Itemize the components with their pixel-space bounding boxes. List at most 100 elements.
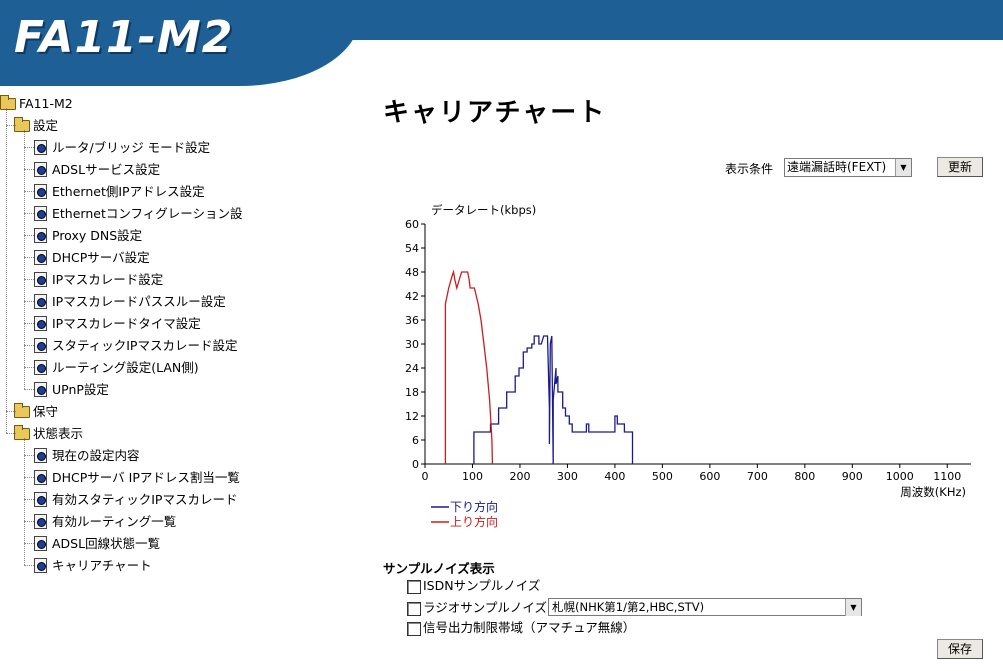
carrier-chart: データレート(kbps) 周波数(KHz) 0 6 12 18 24 30 36 42 48 54 60… (405, 203, 971, 529)
page-icon (34, 492, 47, 507)
tree-group-0[interactable]: 設定 (14, 114, 58, 136)
sidebar-item-label: IPマスカレードパススルー設定 (52, 293, 226, 309)
tree-connector (24, 130, 25, 389)
x-tick-label: 1000 (886, 470, 914, 483)
logo-banner (0, 0, 360, 86)
dropdown-arrow-icon[interactable]: ▼ (845, 599, 861, 616)
tree-connector (24, 438, 25, 565)
y-tick-label: 0 (412, 458, 419, 471)
tree-connector (6, 433, 16, 434)
tree-connector (24, 147, 34, 148)
x-tick-label: 300 (557, 470, 578, 483)
x-tick-label: 100 (462, 470, 483, 483)
sidebar-tree: FA11-M2 設定ルータ/ブリッジ モード設定 ADSLサービス設定 Etherne… (0, 92, 262, 582)
tree-connector (24, 235, 34, 236)
sidebar-item[interactable]: Ethernetコンフィグレーション設 (34, 202, 256, 224)
page-icon (34, 272, 47, 287)
condition-select[interactable]: 遠端漏話時(FEXT) ▼ (784, 158, 912, 177)
x-tick-label: 1100 (933, 470, 961, 483)
sidebar-item-label: ルータ/ブリッジ モード設定 (52, 139, 211, 155)
legend-label: 上り方向 (450, 514, 498, 529)
sidebar-item[interactable]: DHCPサーバ設定 (34, 246, 256, 268)
x-tick-label: 500 (652, 470, 673, 483)
sidebar-item-label: IPマスカレードタイマ設定 (52, 315, 201, 331)
tree-group-2[interactable]: 状態表示 (14, 422, 83, 444)
sidebar-item-label: DHCPサーバ IPアドレス割当一覧 (52, 469, 240, 485)
sidebar-item[interactable]: ADSL回線状態一覧 (34, 532, 256, 554)
sidebar-item-label: キャリアチャート (52, 557, 152, 573)
x-tick-label: 400 (604, 470, 625, 483)
sidebar-item[interactable]: ルーティング設定(LAN側) (34, 356, 256, 378)
tree-connector (24, 455, 34, 456)
sidebar-item-label: DHCPサーバ設定 (52, 249, 150, 265)
tree-root[interactable]: FA11-M2 (0, 92, 73, 114)
sidebar-item[interactable]: 現在の設定内容 (34, 444, 256, 466)
page-icon (34, 228, 47, 243)
sidebar-item[interactable]: IPマスカレードタイマ設定 (34, 312, 256, 334)
tree-connector (6, 108, 7, 433)
y-tick-label: 36 (405, 314, 419, 327)
sidebar-item[interactable]: Ethernet側IPアドレス設定 (34, 180, 256, 202)
dropdown-arrow-icon[interactable]: ▼ (895, 159, 911, 176)
page-icon (34, 250, 47, 265)
tree-connector (24, 213, 34, 214)
update-button[interactable]: 更新 (937, 157, 983, 177)
tree-group-label: 保守 (33, 403, 59, 419)
page-icon (34, 558, 47, 573)
amateur-band-label: 信号出力制限帯域（アマチュア無線） (423, 620, 636, 635)
x-tick-label: 700 (747, 470, 768, 483)
sidebar-item[interactable]: スタティックIPマスカレード設定 (34, 334, 256, 356)
tree-connector (24, 499, 34, 500)
page-title: キャリアチャート (383, 98, 607, 128)
sidebar-item-label: ルーティング設定(LAN側) (52, 359, 199, 375)
amateur-band-row: 信号出力制限帯域（アマチュア無線） (407, 619, 635, 637)
sidebar-item[interactable]: 有効ルーティング一覧 (34, 510, 256, 532)
page-icon (34, 448, 47, 463)
save-button[interactable]: 保存 (937, 639, 983, 659)
sidebar-item[interactable]: 有効スタティックIPマスカレード (34, 488, 256, 510)
tree-connector (24, 477, 34, 478)
product-logo: FA11-M2 (14, 12, 234, 63)
legend-label: 下り方向 (450, 499, 498, 514)
y-tick-label: 30 (405, 338, 419, 351)
condition-select-value: 遠端漏話時(FEXT) (787, 160, 887, 174)
radio-region-select[interactable]: 札幌(NHK第1/第2,HBC,STV) ▼ (548, 598, 862, 616)
radio-noise-checkbox[interactable] (407, 601, 421, 616)
tree-group-1[interactable]: 保守 (14, 400, 58, 422)
isdn-noise-checkbox[interactable] (407, 579, 421, 594)
tree-connector (6, 411, 16, 412)
x-tick-label: 900 (842, 470, 863, 483)
sidebar-item[interactable]: Proxy DNS設定 (34, 224, 256, 246)
y-tick-label: 6 (412, 434, 419, 447)
tree-connector (24, 279, 34, 280)
folder-icon (14, 424, 30, 440)
sidebar-item[interactable]: キャリアチャート (34, 554, 256, 576)
sidebar-item[interactable]: ルータ/ブリッジ モード設定 (34, 136, 256, 158)
page-icon (34, 470, 47, 485)
sidebar-item[interactable]: DHCPサーバ IPアドレス割当一覧 (34, 466, 256, 488)
series-line-0 (473, 335, 634, 465)
sidebar-item[interactable]: IPマスカレード設定 (34, 268, 256, 290)
page-icon (34, 536, 47, 551)
tree-connector (6, 125, 16, 126)
tree-root-label: FA11-M2 (19, 95, 73, 111)
sidebar-item-label: UPnP設定 (52, 381, 109, 397)
tree-connector (24, 191, 34, 192)
sidebar-item[interactable]: UPnP設定 (34, 378, 256, 400)
tree-group-label: 設定 (33, 117, 59, 133)
page-icon (34, 206, 47, 221)
page-icon (34, 338, 47, 353)
amateur-band-checkbox[interactable] (407, 621, 421, 636)
page-icon (34, 162, 47, 177)
x-tick-label: 0 (422, 470, 429, 483)
sidebar-item[interactable]: IPマスカレードパススルー設定 (34, 290, 256, 312)
sidebar-item-label: ADSLサービス設定 (52, 161, 161, 177)
sample-noise-title: サンプルノイズ表示 (383, 561, 495, 576)
y-tick-label: 60 (405, 218, 419, 231)
app-header: FA11-M2 (0, 0, 1003, 86)
series-line-1 (444, 269, 494, 465)
y-tick-label: 42 (405, 290, 419, 303)
x-tick-label: 600 (699, 470, 720, 483)
sidebar-item[interactable]: ADSLサービス設定 (34, 158, 256, 180)
tree-connector (24, 367, 34, 368)
